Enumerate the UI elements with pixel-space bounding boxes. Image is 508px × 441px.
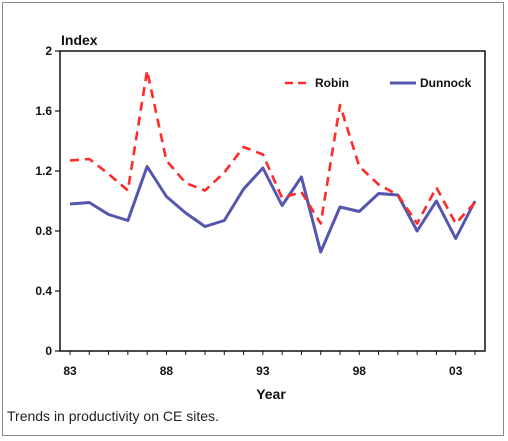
- series-line-robin: [69, 69, 476, 225]
- x-axis-ticks: 83 88 93 98 03: [63, 351, 476, 378]
- y-tick-label: 1.6: [35, 104, 52, 118]
- line-chart: Index 0 0.4 0.8 1.2 1.6 2 83 88 93 98 03 Robin Dun…: [35, 32, 486, 402]
- y-tick-label: 2: [45, 44, 52, 58]
- x-tick-label: 83: [63, 364, 77, 378]
- x-tick-label: 88: [160, 364, 174, 378]
- y-tick-label: 1.2: [35, 164, 52, 178]
- y-axis-title: Index: [61, 32, 98, 48]
- legend-label-dunnock: Dunnock: [420, 76, 472, 90]
- y-tick-label: 0.4: [35, 284, 52, 298]
- legend-label-robin: Robin: [315, 76, 349, 90]
- legend: Robin Dunnock: [285, 76, 472, 90]
- x-tick-label: 03: [449, 364, 463, 378]
- series-layer: [69, 69, 477, 254]
- y-tick-label: 0: [45, 344, 52, 358]
- series-line-dunnock: [69, 165, 477, 254]
- x-tick-label: 98: [353, 364, 367, 378]
- x-tick-label: 93: [256, 364, 270, 378]
- chart-frame: Index 0 0.4 0.8 1.2 1.6 2 83 88 93 98 03 Robin Dun…: [2, 2, 504, 436]
- y-axis-ticks: 0 0.4 0.8 1.2 1.6 2: [35, 44, 60, 358]
- plot-area: [59, 50, 486, 352]
- y-tick-label: 0.8: [35, 224, 52, 238]
- figure-caption: Trends in productivity on CE sites.: [7, 408, 219, 424]
- x-axis-title: Year: [256, 386, 286, 402]
